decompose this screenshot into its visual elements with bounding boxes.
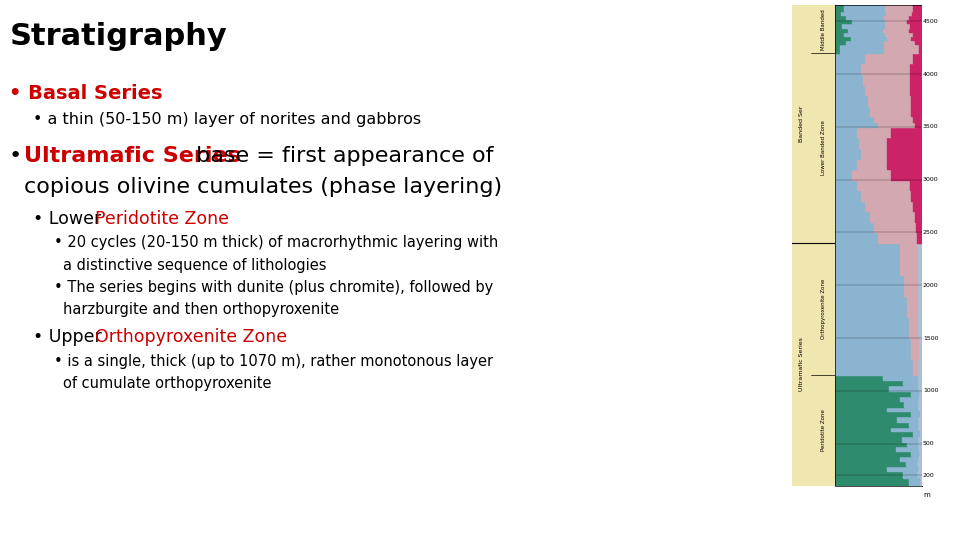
- Text: Peridotite Zone: Peridotite Zone: [821, 410, 826, 451]
- Text: 2000: 2000: [923, 283, 939, 288]
- Text: 2500: 2500: [923, 230, 939, 235]
- Text: 1500: 1500: [923, 336, 939, 341]
- Text: 3500: 3500: [923, 124, 939, 130]
- Text: • Upper: • Upper: [33, 328, 108, 346]
- Text: Lower Banded Zone: Lower Banded Zone: [821, 120, 826, 176]
- Text: Banded Ser: Banded Ser: [799, 106, 804, 143]
- Text: • 20 cycles (20-150 m thick) of macrorhythmic layering with: • 20 cycles (20-150 m thick) of macrorhy…: [54, 235, 498, 251]
- Text: Ultramafic Series: Ultramafic Series: [799, 338, 804, 392]
- Text: Stratigraphy: Stratigraphy: [10, 22, 228, 51]
- Text: 4000: 4000: [923, 72, 939, 77]
- Text: base = first appearance of: base = first appearance of: [189, 146, 493, 166]
- Text: Ultramafic Series: Ultramafic Series: [24, 146, 241, 166]
- Text: Orthopyroxenite Zone: Orthopyroxenite Zone: [821, 279, 826, 339]
- Text: •: •: [10, 146, 30, 166]
- Text: 500: 500: [923, 441, 935, 446]
- Text: harzburgite and then orthopyroxenite: harzburgite and then orthopyroxenite: [63, 302, 339, 317]
- Text: 4500: 4500: [923, 19, 939, 24]
- Text: 1000: 1000: [923, 388, 939, 394]
- Text: • Lower: • Lower: [33, 210, 107, 227]
- Text: • is a single, thick (up to 1070 m), rather monotonous layer: • is a single, thick (up to 1070 m), rat…: [54, 354, 492, 369]
- Text: Peridotite Zone: Peridotite Zone: [95, 210, 229, 227]
- Text: Orthopyroxenite Zone: Orthopyroxenite Zone: [95, 328, 287, 346]
- Text: copious olivine cumulates (phase layering): copious olivine cumulates (phase layerin…: [24, 177, 502, 197]
- Text: 200: 200: [923, 473, 935, 478]
- Text: • Basal Series: • Basal Series: [10, 84, 163, 103]
- Text: m: m: [923, 492, 929, 498]
- Text: a distinctive sequence of lithologies: a distinctive sequence of lithologies: [63, 258, 326, 273]
- Text: 3000: 3000: [923, 177, 939, 182]
- Text: of cumulate orthopyroxenite: of cumulate orthopyroxenite: [63, 376, 272, 391]
- Text: • The series begins with dunite (plus chromite), followed by: • The series begins with dunite (plus ch…: [54, 280, 492, 295]
- Text: • a thin (50-150 m) layer of norites and gabbros: • a thin (50-150 m) layer of norites and…: [33, 112, 421, 127]
- Text: Middle Banded: Middle Banded: [821, 9, 826, 50]
